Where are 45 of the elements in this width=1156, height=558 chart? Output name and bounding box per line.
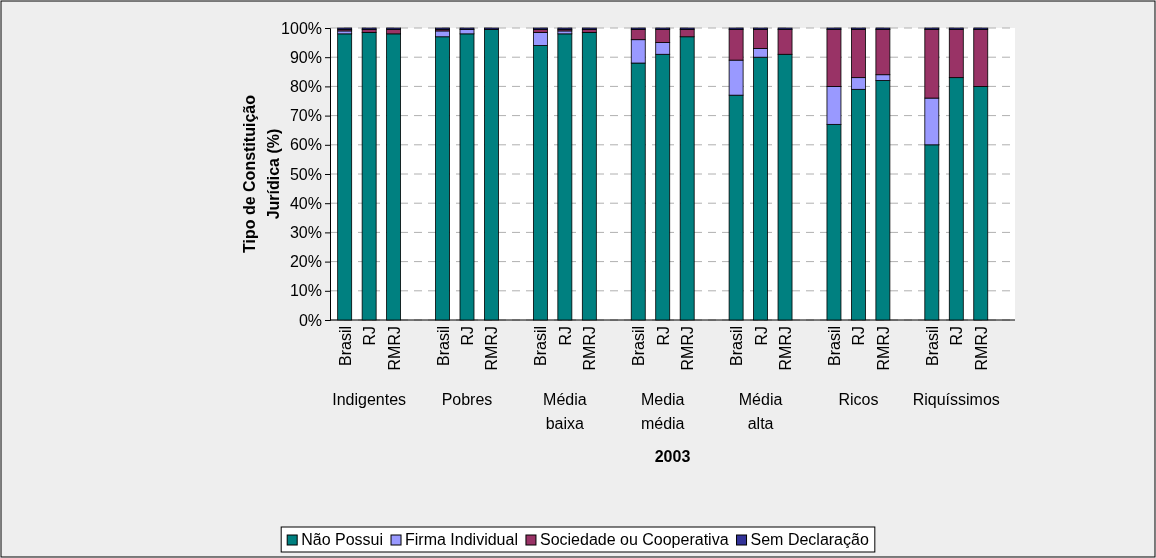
x-tick-label: RJ bbox=[948, 326, 966, 346]
x-tick-label: Brasil bbox=[825, 326, 843, 367]
x-axis-title: 2003 bbox=[654, 448, 691, 465]
x-tick-label: RMRJ bbox=[483, 326, 501, 371]
y-axis-title: Tipo de Constituição Jurídica (%) bbox=[241, 94, 282, 253]
text: Riquíssimos bbox=[912, 391, 1000, 408]
x-tick-label: RJ bbox=[361, 326, 379, 346]
x-tick-label: Brasil bbox=[923, 326, 941, 367]
x-tick-label: RMRJ bbox=[679, 326, 697, 371]
text: Ricos bbox=[838, 391, 879, 408]
x-tick-label: RJ bbox=[850, 326, 868, 346]
text: Pobres bbox=[441, 391, 493, 408]
y-tick-label: 90% bbox=[289, 48, 322, 66]
text: Indigentes bbox=[332, 391, 407, 408]
legend-label: Sociedade ou Cooperativa bbox=[539, 531, 729, 548]
y-tick-label: 40% bbox=[289, 194, 322, 212]
x-tick-label: RJ bbox=[556, 326, 574, 346]
y-tick-label: 0% bbox=[298, 311, 322, 329]
x-tick-label: RJ bbox=[752, 326, 770, 346]
text: Média baixa bbox=[543, 391, 587, 432]
x-tick-label: Brasil bbox=[630, 326, 648, 367]
y-tick-label: 20% bbox=[289, 253, 322, 271]
y-tick-label: 30% bbox=[289, 224, 322, 242]
x-tick-label: Brasil bbox=[434, 326, 452, 367]
x-tick-label: RJ bbox=[654, 326, 672, 346]
text: Média alta bbox=[738, 391, 783, 432]
x-tick-label: Brasil bbox=[336, 326, 354, 367]
x-tick-label: Brasil bbox=[728, 326, 746, 367]
x-tick-label: RJ bbox=[459, 326, 476, 346]
x-tick-label: RMRJ bbox=[777, 326, 795, 371]
x-tick-label: RMRJ bbox=[385, 326, 403, 371]
legend-label: Firma Individual bbox=[405, 531, 518, 548]
legend-label: Não Possui bbox=[301, 531, 384, 548]
y-tick-label: 70% bbox=[289, 107, 322, 125]
y-tick-label: 60% bbox=[289, 136, 322, 154]
legend-label: Sem Declaração bbox=[750, 531, 869, 548]
x-tick-label: RMRJ bbox=[972, 326, 990, 371]
y-tick-label: 10% bbox=[289, 282, 322, 300]
y-tick-label: 80% bbox=[289, 78, 322, 96]
text: Media média bbox=[640, 391, 685, 432]
x-tick-label: RMRJ bbox=[581, 326, 599, 371]
y-tick-label: 100% bbox=[281, 19, 322, 37]
x-tick-label: Brasil bbox=[532, 326, 550, 367]
y-tick-label: 50% bbox=[289, 165, 322, 183]
x-tick-label: RMRJ bbox=[874, 326, 892, 371]
